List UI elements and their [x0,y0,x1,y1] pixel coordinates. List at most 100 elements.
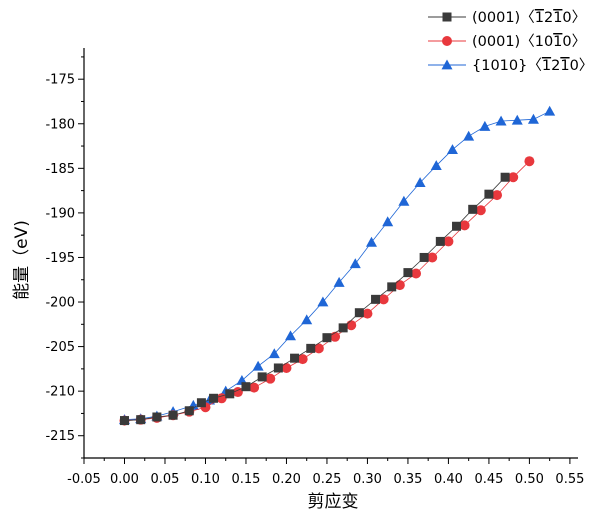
data-point [281,362,292,373]
y-tick-label: -190 [45,206,75,221]
data-point [196,398,206,408]
data-point [273,363,283,373]
data-point [265,373,276,384]
x-tick-label: 0.45 [474,472,503,487]
data-point [500,172,510,182]
data-point [268,348,280,359]
series-line [124,110,550,421]
data-point [378,294,389,305]
x-tick-label: 0.15 [231,472,260,487]
data-point [430,160,442,171]
x-tick-label: -0.05 [67,472,101,487]
data-point [322,333,332,343]
x-tick-label: 0.50 [515,472,544,487]
x-tick-label: 0.25 [312,472,341,487]
data-point [301,314,313,325]
data-point [443,236,454,247]
data-point [168,410,178,420]
data-point [209,393,219,403]
y-tick-label: -195 [45,251,75,266]
legend-label-digit: 10 [535,34,553,50]
series-line [124,176,506,421]
data-point [362,308,373,319]
y-tick-label: -205 [45,340,75,355]
legend-entry: (0001)〈1010〉 [428,33,586,50]
x-tick-label: 0.30 [353,472,382,487]
data-point [508,172,519,183]
legend-label-digit: 1 [553,10,562,26]
data-point [216,393,227,404]
legend-label-suffix: 〉 [572,9,587,26]
y-tick-label: -210 [45,385,75,400]
data-point [524,156,535,167]
data-point [152,412,162,422]
data-point [290,353,300,363]
legend-entry: {1010}〈1210〉 [428,57,593,74]
x-tick-label: 0.35 [393,472,422,487]
data-point [285,330,297,341]
data-point [446,144,458,155]
data-point [403,268,413,278]
x-tick-label: 0.40 [434,472,463,487]
x-axis-title: 剪应变 [308,492,359,512]
legend-label-digit: 0 [562,34,571,50]
data-point [330,331,341,342]
y-tick-label: -185 [45,162,75,177]
data-point [511,114,523,125]
data-point [338,323,348,333]
series-layer [118,105,556,426]
data-point [349,258,361,269]
data-point [463,130,475,141]
data-point [495,115,507,126]
series-triangle [118,105,556,425]
legend-label-digit: 1 [560,58,569,74]
legend-label-digit: 1 [535,10,544,26]
legend-label-prefix: (0001)〈 [472,9,535,26]
data-point [394,280,405,291]
data-point [346,320,357,331]
legend: (0001)〈1210〉(0001)〈1010〉{1010}〈1210〉 [428,9,593,74]
data-point [225,389,235,399]
data-point [484,189,494,199]
data-point [492,190,503,201]
data-point [365,236,377,247]
x-tick-label: 0.00 [110,472,139,487]
data-point [306,343,316,353]
data-point [136,415,146,425]
series-square [119,172,510,426]
legend-label-suffix: 〉 [572,33,587,50]
legend-label-suffix: 〉 [579,57,594,74]
data-point [354,308,364,318]
y-tick-label: -215 [45,429,75,444]
x-tick-label: 0.05 [151,472,180,487]
y-tick-label: -200 [45,296,75,311]
data-point [419,252,429,262]
data-point [435,236,445,246]
data-point [249,382,260,393]
series-line [124,160,530,421]
legend-entry: (0001)〈1210〉 [428,9,586,26]
data-point [398,195,410,206]
legend-label: {1010}〈1210〉 [472,57,593,74]
legend-label-digit: 1 [542,58,551,74]
data-point [527,113,539,124]
data-point [297,354,308,365]
data-point [257,372,267,382]
data-point [119,416,129,426]
legend-label-digit: 2 [544,10,553,26]
data-point [427,252,438,263]
series-circle [119,156,535,426]
legend-label: (0001)〈1010〉 [472,33,586,50]
y-tick-label: -175 [45,73,75,88]
data-point [252,360,264,371]
legend-marker [442,36,452,46]
legend-label-prefix: {1010}〈 [472,57,542,74]
legend-marker [442,12,452,22]
legend-label-digit: 1 [553,34,562,50]
data-point [313,343,324,354]
legend-marker [441,59,453,70]
data-point [479,120,491,131]
data-point [317,296,329,307]
